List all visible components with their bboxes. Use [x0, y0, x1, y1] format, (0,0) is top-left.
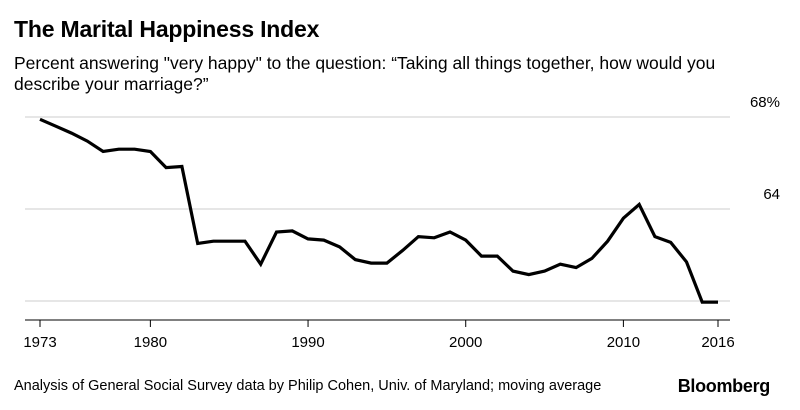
y-tick-label: 64	[763, 186, 780, 203]
brand-logo: Bloomberg	[677, 376, 771, 396]
chart-title: The Marital Happiness Index	[14, 16, 320, 42]
x-tick-label: 1980	[134, 334, 167, 351]
x-tick-label: 2000	[449, 334, 482, 351]
y-tick-label: 68%	[750, 94, 780, 111]
x-tick-label: 2016	[701, 334, 734, 351]
x-tick-label: 1973	[23, 334, 56, 351]
chart-subtitle: Percent answering "very happy" to the qu…	[14, 53, 716, 94]
data-line	[39, 117, 718, 304]
source-note: Analysis of General Social Survey data b…	[14, 378, 602, 394]
x-tick-label: 1990	[291, 334, 324, 351]
x-tick-label: 2010	[607, 334, 640, 351]
